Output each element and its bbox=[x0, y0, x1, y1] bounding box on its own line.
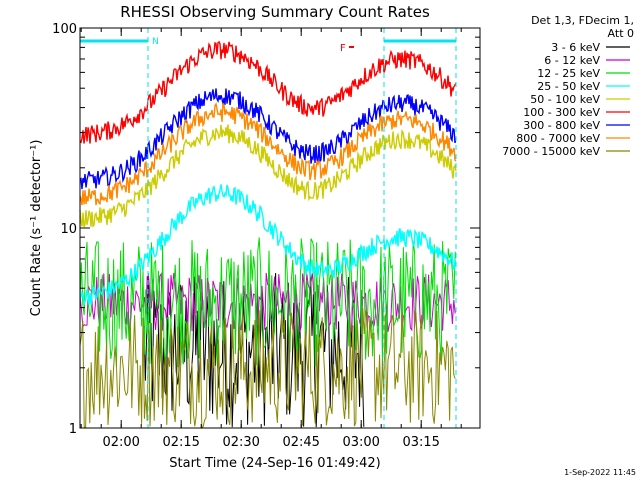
x-axis-label: Start Time (24-Sep-16 01:49:42) bbox=[169, 456, 380, 471]
legend-entry-label: 50 - 100 keV bbox=[530, 93, 600, 106]
series-line-300-800-kev bbox=[79, 88, 457, 190]
legend-entry-label: 800 - 7000 keV bbox=[516, 132, 600, 145]
flag-f-marker bbox=[349, 46, 354, 48]
legend-entry-label: 3 - 6 keV bbox=[551, 41, 600, 54]
x-tick-label: 02:00 bbox=[102, 435, 139, 450]
axes: 02:00 02:15 02:30 02:45 03:00 03:15 1 10 100 bbox=[52, 22, 481, 450]
plot-area: NF bbox=[79, 28, 457, 430]
series-line-7000-15000-kev bbox=[79, 308, 456, 430]
flag-f-label: F bbox=[340, 43, 346, 54]
legend-entry-label: 100 - 300 keV bbox=[523, 106, 600, 119]
legend-header-line-2: Att 0 bbox=[608, 27, 634, 40]
y-tick-label: 100 bbox=[52, 22, 77, 37]
legend-header-line-1: Det 1,3, FDecim 1, bbox=[531, 14, 634, 27]
legend-entry-label: 25 - 50 keV bbox=[537, 80, 600, 93]
y-tick-label: 1 bbox=[69, 422, 77, 437]
x-tick-label: 03:00 bbox=[342, 435, 379, 450]
legend-entry-label: 6 - 12 keV bbox=[544, 54, 600, 67]
x-tick-label: 02:45 bbox=[282, 435, 319, 450]
x-tick-label: 03:15 bbox=[402, 435, 439, 450]
legend-entry-label: 300 - 800 keV bbox=[523, 119, 600, 132]
chart-title: RHESSI Observing Summary Count Rates bbox=[120, 3, 430, 21]
series-line-100-300-kev bbox=[79, 40, 457, 144]
legend-entry-label: 7000 - 15000 keV bbox=[502, 145, 600, 158]
legend-entry-label: 12 - 25 keV bbox=[537, 67, 600, 80]
footer-date: 1-Sep-2022 11:45 bbox=[564, 468, 636, 477]
y-tick-label: 10 bbox=[60, 222, 77, 237]
series-line-25-50-kev bbox=[79, 184, 457, 306]
series-line-50-100-kev bbox=[79, 124, 457, 228]
series-line-12-25-kev bbox=[79, 237, 456, 368]
y-axis-label: Count Rate (s⁻¹ detector⁻¹) bbox=[29, 140, 44, 317]
series-line-800-7000-kev bbox=[79, 102, 457, 206]
x-tick-label: 02:15 bbox=[162, 435, 199, 450]
flag-n-label: N bbox=[152, 37, 159, 47]
x-tick-label: 02:30 bbox=[222, 435, 259, 450]
